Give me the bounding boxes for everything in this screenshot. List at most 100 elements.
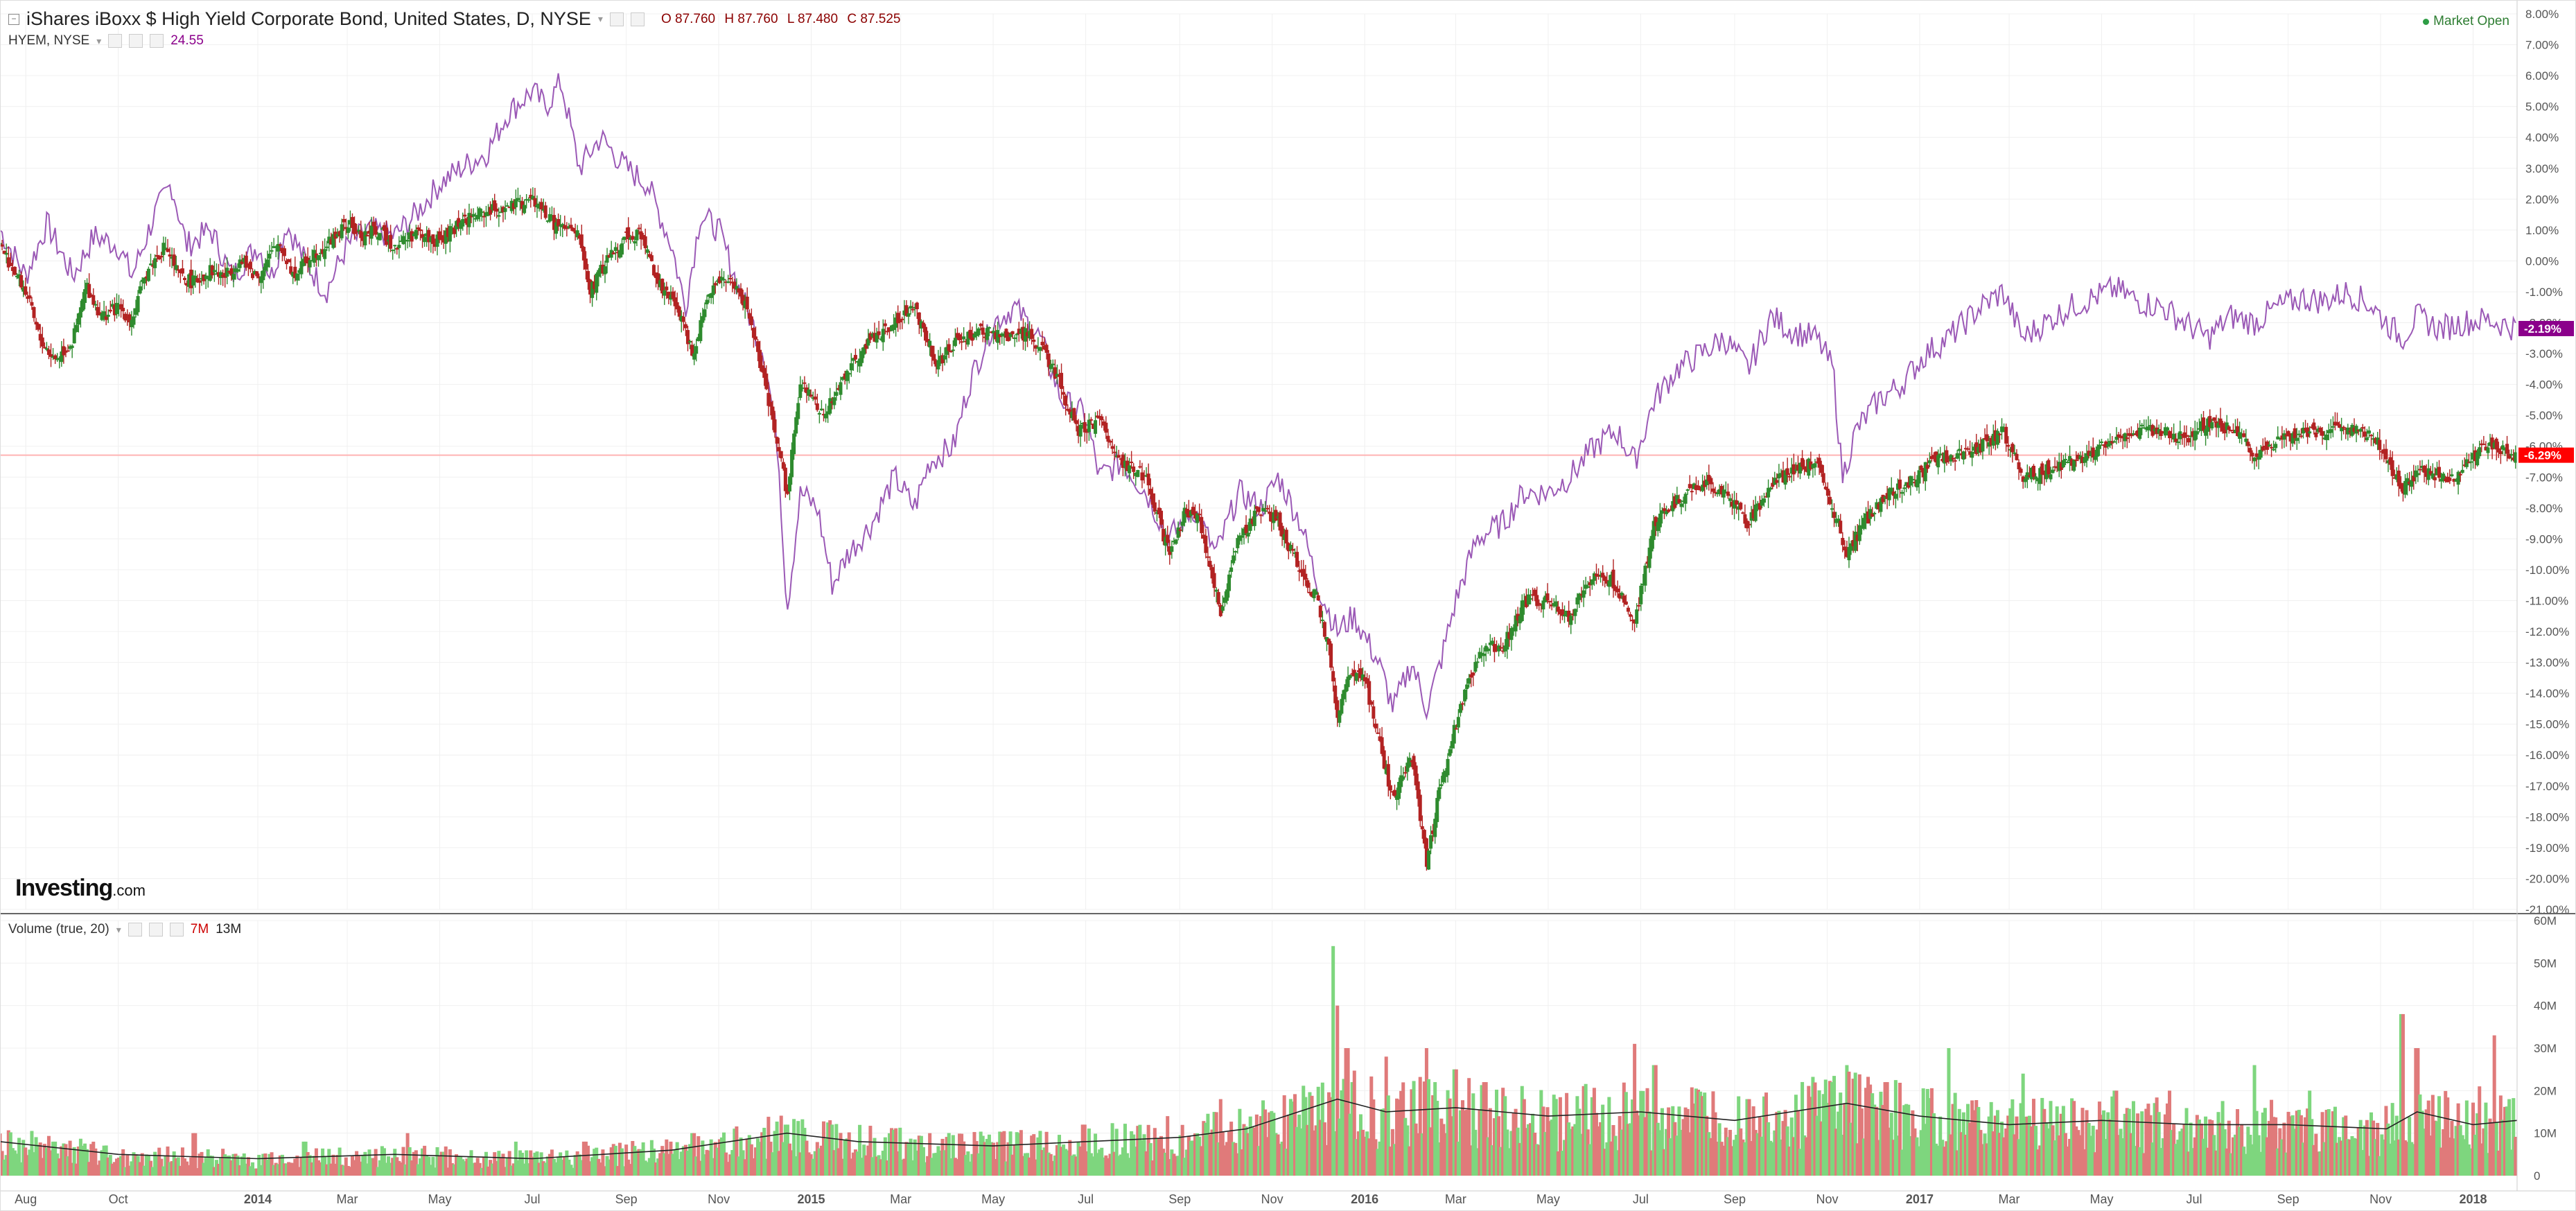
volume-bar <box>1777 1110 1781 1176</box>
candle-body <box>2195 431 2199 435</box>
candle-body <box>1469 674 1473 678</box>
candle-body <box>2388 457 2392 465</box>
candle-body <box>894 317 898 328</box>
volume-bar <box>2104 1139 2108 1176</box>
candle-body <box>1168 546 1172 555</box>
hide-icon[interactable] <box>148 923 163 936</box>
candle-body <box>1811 464 1815 469</box>
candle-body <box>338 231 342 236</box>
volume-bar <box>1560 1151 1564 1176</box>
volume-bar <box>155 1156 159 1176</box>
close-icon[interactable] <box>169 923 184 936</box>
volume-bar <box>1420 1133 1424 1176</box>
volume-bar <box>1036 1137 1040 1176</box>
volume-bar <box>921 1147 925 1176</box>
settings-icon[interactable] <box>108 34 123 48</box>
candle-body <box>826 411 830 415</box>
candle-body <box>2316 428 2320 433</box>
candle-body <box>94 304 98 306</box>
volume-bar <box>1119 1154 1123 1176</box>
settings-icon[interactable] <box>609 12 624 26</box>
candle-body <box>1130 461 1134 463</box>
candle-body <box>1554 601 1558 607</box>
candle-body <box>1683 494 1688 504</box>
candle-body <box>223 272 227 278</box>
candle-body <box>2338 424 2342 428</box>
volume-bar <box>1121 1147 1125 1176</box>
candle-body <box>1210 567 1214 579</box>
candle-body <box>293 266 297 279</box>
volume-bar <box>280 1154 284 1176</box>
hide-icon[interactable] <box>630 12 645 26</box>
settings-icon[interactable] <box>128 923 142 936</box>
candle-body <box>507 207 511 209</box>
candle-body <box>928 340 932 348</box>
volume-bar <box>1234 1142 1238 1176</box>
candle-body <box>2340 428 2344 432</box>
volume-bar <box>76 1146 80 1176</box>
volume-bar <box>972 1132 976 1176</box>
volume-bar <box>1250 1126 1254 1176</box>
candle-body <box>497 215 501 217</box>
volume-bar <box>1346 1048 1350 1176</box>
volume-bar <box>1866 1077 1870 1176</box>
volume-bar <box>609 1147 613 1176</box>
candle-body <box>1276 516 1280 519</box>
volume-bar <box>940 1138 945 1176</box>
candle-body <box>1182 507 1186 523</box>
candle-body <box>2369 435 2374 437</box>
volume-bar <box>605 1156 609 1176</box>
candle-body <box>769 401 773 407</box>
candle-body <box>1807 458 1811 476</box>
volume-bar <box>1369 1076 1374 1176</box>
candle-body <box>1501 650 1505 652</box>
candle-body <box>599 265 603 274</box>
collapse-icon[interactable]: − <box>8 13 19 25</box>
chevron-down-icon[interactable]: ▾ <box>96 35 102 46</box>
candle-body <box>2276 436 2280 439</box>
volume-bar <box>1645 1088 1649 1176</box>
volume-bar <box>2473 1134 2478 1176</box>
volume-bar <box>1909 1136 1913 1176</box>
candle-body <box>2512 458 2516 460</box>
volume-bar <box>1509 1131 1514 1176</box>
candle-body <box>1877 503 1881 509</box>
candle-body <box>1132 466 1136 472</box>
candle-body <box>1791 464 1796 475</box>
x-tick-label: Mar <box>1445 1192 1466 1206</box>
candle-body <box>1329 643 1333 668</box>
volume-bar <box>2346 1139 2350 1176</box>
candle-body <box>2494 438 2498 450</box>
candle-body <box>2301 428 2305 434</box>
volume-bar <box>1743 1142 1747 1176</box>
candle-body <box>940 355 945 363</box>
candle-body <box>571 227 575 232</box>
candle-body <box>1713 491 1717 494</box>
candle-body <box>2036 478 2040 482</box>
candle-body <box>17 274 21 279</box>
x-tick-label: 2016 <box>1351 1192 1378 1206</box>
volume-bar <box>491 1163 495 1176</box>
candle-body <box>2390 460 2394 476</box>
candle-body <box>1868 509 1873 519</box>
chevron-down-icon[interactable]: ▾ <box>597 13 603 24</box>
candle-body <box>1665 511 1669 514</box>
volume-bar <box>448 1149 452 1176</box>
candle-body <box>295 273 299 281</box>
candle-body <box>1106 435 1110 442</box>
volume-bar <box>457 1156 461 1176</box>
candle-body <box>170 256 174 259</box>
hide-icon[interactable] <box>129 34 143 48</box>
candle-body <box>1484 645 1488 652</box>
candle-body <box>873 333 877 342</box>
candle-body <box>2013 452 2017 454</box>
candle-body <box>773 419 777 433</box>
volume-bar <box>1320 1082 1324 1176</box>
candle-body <box>853 355 857 360</box>
close-icon[interactable] <box>150 34 164 48</box>
candle-body <box>1108 440 1112 443</box>
volume-bar <box>1046 1152 1051 1176</box>
chevron-down-icon[interactable]: ▾ <box>116 923 121 935</box>
candle-body <box>242 258 246 263</box>
